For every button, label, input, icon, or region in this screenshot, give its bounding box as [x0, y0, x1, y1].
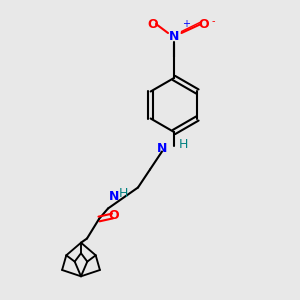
Text: -: -: [211, 16, 215, 26]
Text: N: N: [169, 29, 179, 43]
Text: H: H: [178, 137, 188, 151]
Text: N: N: [109, 190, 119, 203]
Text: N: N: [157, 142, 167, 155]
Text: +: +: [182, 19, 190, 29]
Text: O: O: [199, 17, 209, 31]
Text: H: H: [118, 187, 128, 200]
Text: O: O: [109, 209, 119, 223]
Text: O: O: [148, 17, 158, 31]
